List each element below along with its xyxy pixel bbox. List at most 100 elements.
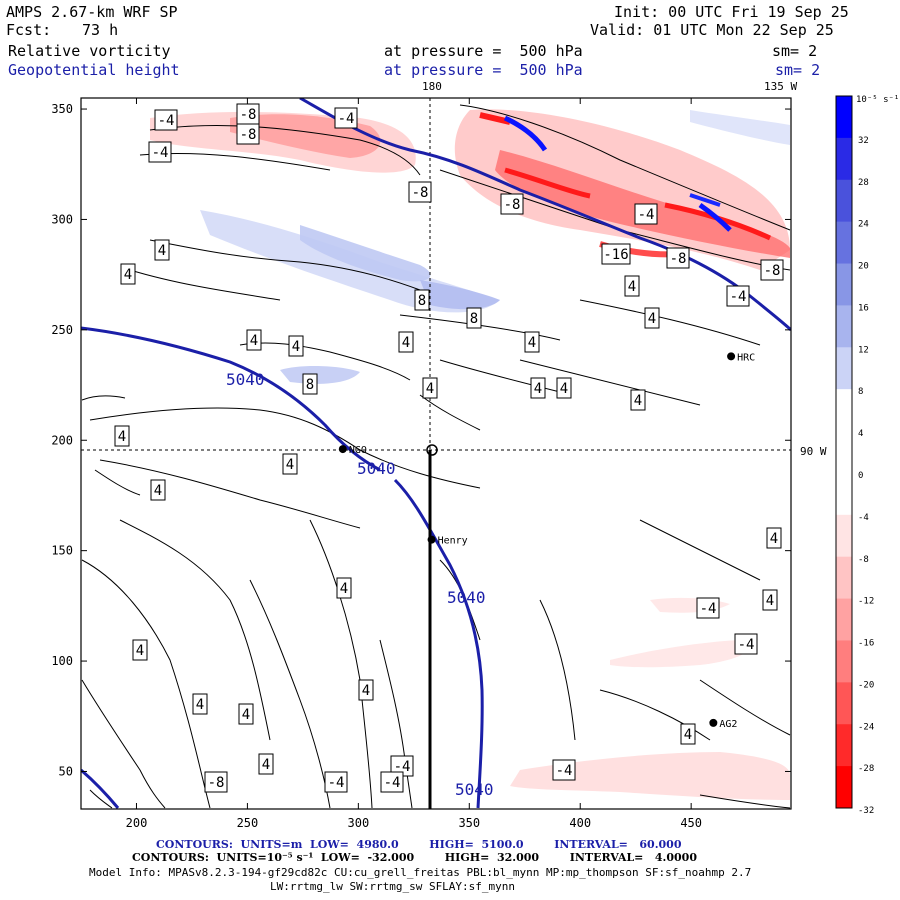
vorticity-label-box <box>466 307 482 329</box>
colorbar-segment <box>836 137 852 181</box>
colorbar-segment <box>836 640 852 683</box>
station-dot <box>727 352 736 361</box>
vorticity-label: -8 <box>504 197 521 213</box>
station-label: Henry <box>438 536 468 547</box>
colorbar: 32 28 24 20 16 12 8 4 0 -4 -8 -12 -16 -20 -24 -28 -32 <box>835 95 874 816</box>
vorticity-label: 4 <box>262 757 270 773</box>
colorbar-label: -4 <box>858 513 869 523</box>
vorticity-label-box <box>680 723 696 745</box>
height-label: 5040 <box>357 459 396 478</box>
colorbar-segment <box>836 514 852 558</box>
vorticity-label-box <box>192 693 208 715</box>
vorticity-label: -8 <box>412 185 429 201</box>
vorticity-label-box <box>634 203 658 225</box>
y-tick-label: 200 <box>51 433 73 447</box>
vorticity-label: 4 <box>154 483 162 499</box>
valid-time: Valid: 01 UTC Mon 22 Sep 25 <box>590 21 834 39</box>
colorbar-label: 24 <box>858 220 869 230</box>
vorticity-label: 4 <box>684 727 692 743</box>
vorticity-label: -8 <box>764 263 781 279</box>
vorticity-label: 4 <box>766 593 774 609</box>
vorticity-label-box <box>114 425 130 447</box>
plot-frame <box>80 97 792 810</box>
colorbar-label: -28 <box>858 764 874 774</box>
model-info-radiation: LW:rrtmg_lw SW:rrtmg_sw SFLAY:sf_mynn <box>270 880 516 893</box>
colorbar-segment <box>836 556 852 600</box>
vorticity-label-box <box>282 453 298 475</box>
colorbar-segment <box>836 96 852 139</box>
model-title: AMPS 2.67-km WRF SP <box>6 3 178 21</box>
vorticity-label-box <box>302 373 318 395</box>
vorticity-label: 4 <box>770 531 778 547</box>
colorbar-segment <box>836 263 852 306</box>
vorticity-label: 4 <box>402 335 410 351</box>
vorticity-label-box <box>530 377 546 399</box>
vorticity-label: -4 <box>730 289 747 305</box>
vorticity-label-box <box>760 259 784 281</box>
vorticity-label: 4 <box>136 643 144 659</box>
colorbar-label: -32 <box>858 806 874 816</box>
vorticity-label-box <box>644 307 660 329</box>
vorticity-label: 4 <box>124 267 132 283</box>
colorbar-segment <box>836 682 852 725</box>
field2-level: at pressure = 500 hPa <box>384 61 583 79</box>
vorticity-label-box <box>422 377 438 399</box>
vorticity-label: -4 <box>700 601 717 617</box>
vorticity-label-box <box>120 263 136 285</box>
station-markers: HRC NGO Henry AG2 <box>338 352 755 730</box>
colorbar-label: -8 <box>858 555 869 565</box>
colorbar-segment <box>836 766 852 809</box>
vorticity-label-box <box>696 597 720 619</box>
model-info: Model Info: MPASv8.2.3-194-gf29cd82c CU:… <box>89 866 752 879</box>
colorbar-segment <box>836 305 852 348</box>
colorbar-label: 28 <box>858 178 869 188</box>
colorbar-frame <box>835 95 853 809</box>
vorticity-label-box <box>236 123 260 145</box>
vorticity-label-box <box>762 589 778 611</box>
height-label: 5040 <box>455 780 494 799</box>
vorticity-label: -8 <box>670 251 687 267</box>
vorticity-label: 8 <box>306 377 314 393</box>
vorticity-label-box <box>380 771 404 793</box>
y-tick-label: 300 <box>51 212 73 226</box>
colorbar-label: 16 <box>858 303 869 313</box>
y-axis: 50 100 150 200 250 300 350 <box>51 102 791 778</box>
vorticity-label: 4 <box>362 683 370 699</box>
vorticity-label: 4 <box>648 311 656 327</box>
height-contours <box>81 98 791 809</box>
y-tick-label: 100 <box>51 654 73 668</box>
vorticity-label: 4 <box>560 381 568 397</box>
vorticity-label-box <box>556 377 572 399</box>
vorticity-label-box <box>734 633 758 655</box>
station-label: HRC <box>737 352 755 363</box>
vorticity-label-box <box>204 771 228 793</box>
colorbar-segment <box>836 179 852 223</box>
vorticity-label: 8 <box>418 293 426 309</box>
vorticity-label: -4 <box>158 113 175 129</box>
vorticity-label: 8 <box>470 311 478 327</box>
meridian-label-135w: 135 W <box>764 80 797 93</box>
vorticity-label: -8 <box>240 107 257 123</box>
y-tick-label: 250 <box>51 323 73 337</box>
vorticity-label-box <box>666 247 690 269</box>
colorbar-label: 20 <box>858 262 869 272</box>
colorbar-label: -16 <box>858 639 874 649</box>
field1-level: at pressure = 500 hPa <box>384 42 583 60</box>
meridian-label-90w: 90 W <box>800 445 827 458</box>
vorticity-label: 4 <box>534 381 542 397</box>
colorbar-segment <box>836 431 852 474</box>
vorticity-label: -4 <box>556 763 573 779</box>
vorticity-label-box <box>324 771 348 793</box>
vorticity-label-box <box>500 193 524 215</box>
y-tick-label: 350 <box>51 102 73 116</box>
vorticity-label-box <box>150 479 166 501</box>
colorbar-segment <box>836 598 852 641</box>
station-dot <box>709 718 718 727</box>
vorticity-label: 4 <box>340 581 348 597</box>
y-tick-label: 50 <box>59 764 73 778</box>
colorbar-segment <box>836 389 852 432</box>
colorbar-label: -24 <box>858 722 874 732</box>
vorticity-label: -16 <box>603 247 628 263</box>
